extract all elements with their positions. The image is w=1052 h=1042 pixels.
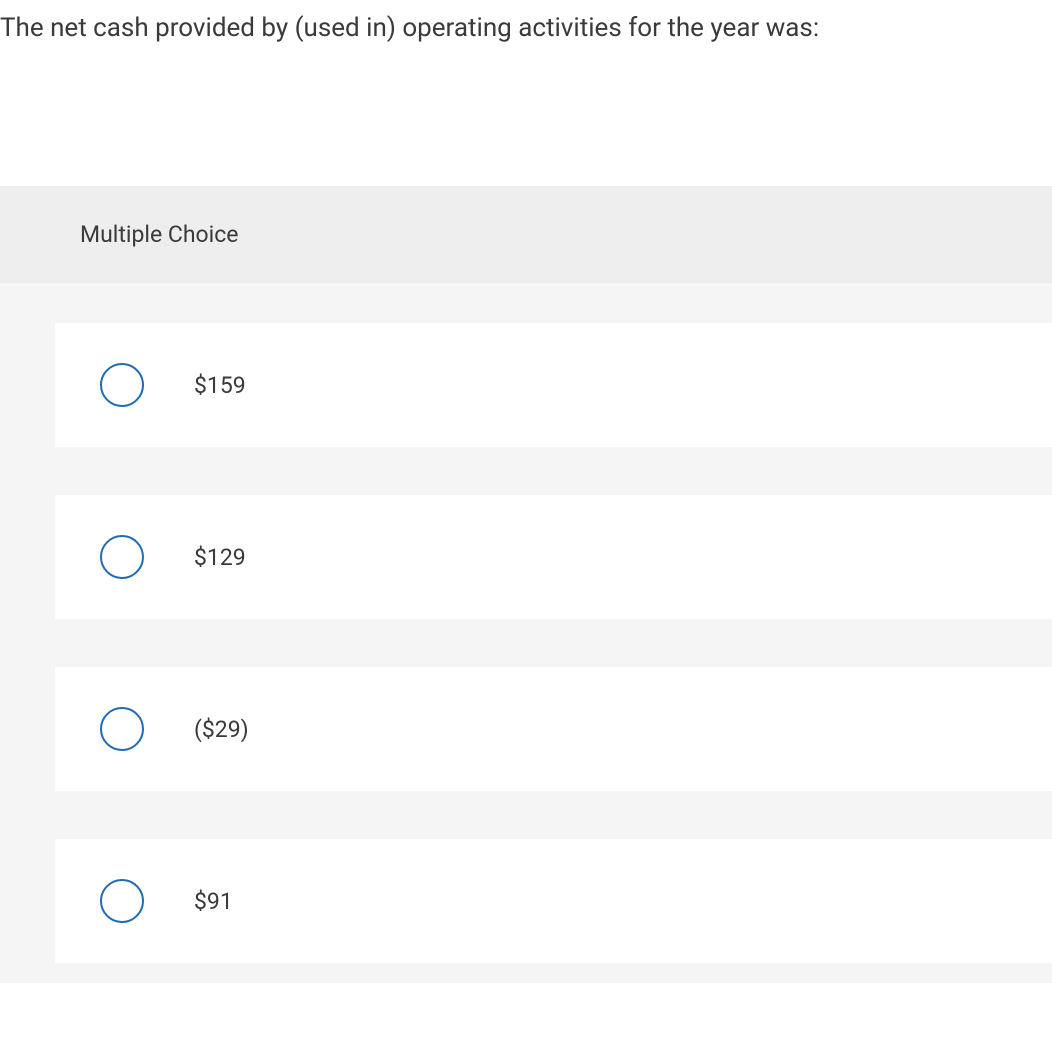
option-label-2: ($29) [194, 716, 249, 743]
radio-circle-icon[interactable] [100, 879, 144, 923]
option-card-3[interactable]: $91 [55, 839, 1052, 963]
options-area: $159 $129 ($29) $91 [0, 283, 1052, 983]
option-card-0[interactable]: $159 [55, 323, 1052, 447]
multiple-choice-container: Multiple Choice $159 $129 ($29) $91 [0, 186, 1052, 983]
option-card-1[interactable]: $129 [55, 495, 1052, 619]
option-label-0: $159 [194, 372, 246, 399]
multiple-choice-header: Multiple Choice [0, 186, 1052, 283]
radio-circle-icon[interactable] [100, 535, 144, 579]
radio-circle-icon[interactable] [100, 363, 144, 407]
question-text: The net cash provided by (used in) opera… [0, 0, 1052, 46]
option-card-2[interactable]: ($29) [55, 667, 1052, 791]
option-label-1: $129 [194, 544, 246, 571]
radio-circle-icon[interactable] [100, 707, 144, 751]
option-label-3: $91 [194, 888, 233, 915]
